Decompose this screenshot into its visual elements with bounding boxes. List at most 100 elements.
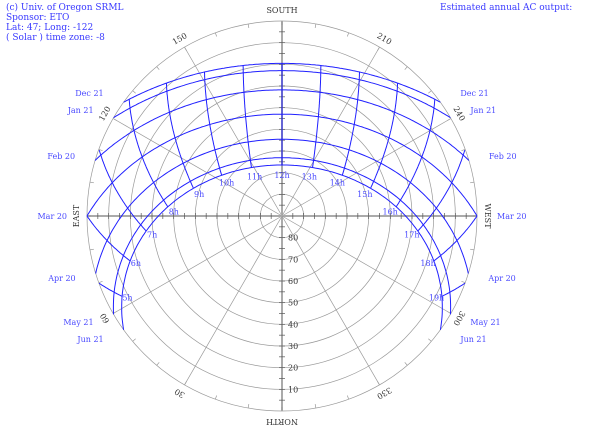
direction-label-west: WEST <box>483 204 492 230</box>
hour-label: 10h <box>219 179 234 188</box>
date-label-left: Feb 20 <box>47 152 75 161</box>
azimuth-tick <box>112 118 117 121</box>
date-label-right: Jun 21 <box>459 335 486 344</box>
azimuth-tick <box>447 118 452 121</box>
hour-line <box>98 149 147 232</box>
altitude-label: 40 <box>288 320 298 329</box>
azimuth-label: 300 <box>451 309 466 327</box>
azimuth-tick <box>247 23 250 28</box>
azimuth-tick <box>461 280 466 284</box>
hour-label: 7h <box>147 230 157 239</box>
hour-line <box>204 72 223 176</box>
azimuth-line <box>112 215 283 314</box>
azimuth-label: 150 <box>171 31 189 46</box>
azimuth-line <box>112 118 283 217</box>
hour-label: 15h <box>357 190 372 199</box>
azimuth-line <box>281 215 452 314</box>
direction-label-north: NORTH <box>266 417 298 426</box>
azimuth-tick <box>470 181 475 184</box>
altitude-label: 80 <box>288 234 298 243</box>
azimuth-tick <box>404 362 408 366</box>
date-label-left: Dec 21 <box>75 89 103 98</box>
date-label-left: May 21 <box>63 318 93 327</box>
azimuth-tick <box>98 280 103 284</box>
azimuth-tick <box>461 148 466 152</box>
hour-label: 13h <box>302 173 317 182</box>
hour-line <box>165 83 194 189</box>
hour-label: 8h <box>169 207 179 216</box>
date-label-right: Mar 20 <box>497 212 527 221</box>
hour-line <box>98 282 123 297</box>
azimuth-tick <box>132 90 136 94</box>
azimuth-tick <box>89 181 94 184</box>
annual-output-label: Estimated annual AC output: <box>440 3 573 13</box>
azimuth-tick <box>184 46 187 51</box>
azimuth-tick <box>346 32 350 37</box>
azimuth-label: 330 <box>375 385 393 400</box>
azimuth-tick <box>132 338 136 342</box>
date-label-left: Mar 20 <box>37 212 67 221</box>
azimuth-label: 240 <box>451 105 466 123</box>
azimuth-line <box>184 46 283 217</box>
hour-line <box>441 282 466 297</box>
azimuth-tick <box>247 404 250 409</box>
hour-line <box>128 99 169 208</box>
timezone-text: ( Solar ) time zone: -8 <box>6 33 105 43</box>
azimuth-tick <box>214 395 218 400</box>
azimuth-tick <box>184 381 187 386</box>
hour-line <box>433 215 478 262</box>
hour-label: 18h <box>420 259 435 268</box>
azimuth-label: 120 <box>97 105 112 123</box>
hour-label: 9h <box>194 190 204 199</box>
date-label-left: Apr 20 <box>47 274 75 283</box>
azimuth-tick <box>314 23 317 28</box>
sun-paths: Dec 21 Dec 21 Jan 21 Jan 21 Feb 20 Feb 20 Mar … <box>37 62 527 344</box>
hour-label: 16h <box>382 207 397 216</box>
hour-line <box>417 149 466 232</box>
altitude-label: 20 <box>288 364 298 373</box>
azimuth-tick <box>156 362 160 366</box>
hour-label: 14h <box>330 179 345 188</box>
date-label-right: Jan 21 <box>469 106 496 115</box>
altitude-label: 50 <box>288 299 298 308</box>
hour-label: 19h <box>429 294 444 303</box>
hour-line <box>395 99 436 208</box>
azimuth-line <box>281 215 380 386</box>
date-label-right: May 21 <box>470 318 500 327</box>
azimuth-tick <box>214 32 218 37</box>
azimuth-tick <box>377 46 380 51</box>
hour-line <box>312 65 322 168</box>
hour-line <box>370 83 399 189</box>
date-label-right: Feb 20 <box>489 152 517 161</box>
location-text: Lat: 47; Long: -122 <box>6 23 94 33</box>
date-label-right: Apr 20 <box>487 274 515 283</box>
azimuth-tick <box>377 381 380 386</box>
azimuth-tick <box>428 90 432 94</box>
altitude-label: 10 <box>288 385 298 394</box>
azimuth-line <box>281 46 380 217</box>
azimuth-tick <box>470 248 475 251</box>
hour-label: 6h <box>131 259 141 268</box>
credit-text: (c) Univ. of Oregon SRML <box>6 3 124 13</box>
header-info: (c) Univ. of Oregon SRML Sponsor: ETO Lat:… <box>6 3 124 43</box>
hour-label: 5h <box>122 294 132 303</box>
date-label-left: Jun 21 <box>76 335 103 344</box>
hour-line <box>86 215 131 262</box>
azimuth-tick <box>314 404 317 409</box>
altitude-label: 60 <box>288 277 298 286</box>
hour-line <box>242 65 252 168</box>
date-label-right: Dec 21 <box>460 89 488 98</box>
grid: 10 20 30 40 50 60 70 80 30 60 120 150 210 240 300 330 SO… <box>72 6 492 426</box>
azimuth-tick <box>98 148 103 152</box>
azimuth-tick <box>346 395 350 400</box>
azimuth-tick <box>156 66 160 70</box>
azimuth-label: 60 <box>98 312 111 325</box>
direction-label-east: EAST <box>72 204 81 227</box>
sponsor-text: Sponsor: ETO <box>6 13 70 23</box>
azimuth-line <box>281 118 452 217</box>
direction-label-south: SOUTH <box>266 6 297 15</box>
hour-label: 11h <box>247 173 262 182</box>
hour-label: 12h <box>274 171 289 180</box>
altitude-label: 70 <box>288 255 298 264</box>
